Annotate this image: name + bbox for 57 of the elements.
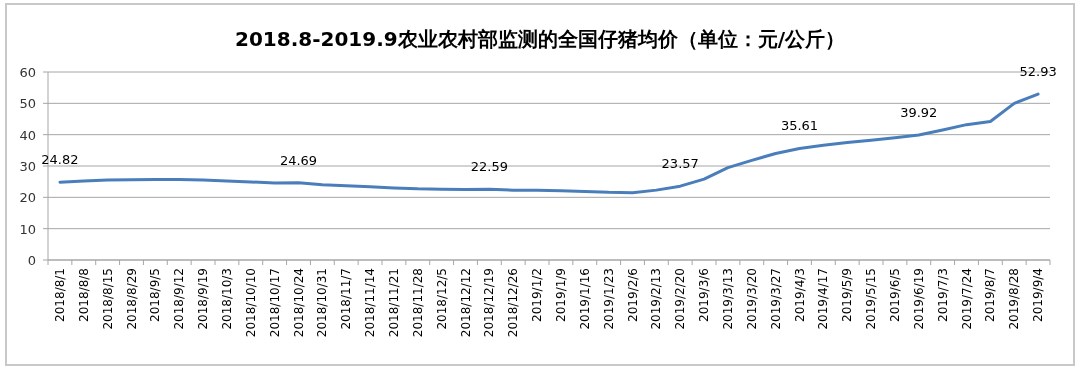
x-tick-label: 2018/8/1 — [52, 268, 67, 322]
x-tick-label: 2018/12/12 — [458, 268, 473, 338]
x-tick-label: 2019/6/5 — [887, 268, 902, 322]
chart-title: 2018.8-2019.9农业农村部监测的全国仔猪均价（单位：元/公斤） — [235, 27, 845, 51]
x-tick-label: 2019/2/6 — [625, 268, 640, 322]
x-tick-label: 2018/8/29 — [124, 268, 139, 330]
x-tick-label: 2018/11/14 — [363, 268, 378, 338]
x-tick-label: 2018/10/24 — [291, 268, 306, 338]
x-tick-label: 2019/2/13 — [649, 268, 664, 330]
x-tick-label: 2018/12/19 — [482, 268, 497, 338]
data-label: 22.59 — [470, 159, 508, 175]
y-tick-label: 40 — [19, 127, 36, 143]
x-tick-label: 2018/12/5 — [434, 268, 449, 330]
x-tick-label: 2019/1/16 — [577, 268, 592, 330]
x-tick-label: 2019/3/13 — [720, 268, 735, 330]
x-tick-label: 2018/11/7 — [339, 268, 354, 330]
x-tick-label: 2019/4/3 — [792, 268, 807, 322]
x-tick-label: 2018/10/3 — [219, 268, 234, 330]
data-label: 52.93 — [1019, 64, 1057, 80]
y-tick-label: 10 — [19, 221, 36, 237]
x-tick-label: 2019/3/20 — [744, 268, 759, 330]
x-tick-label: 2018/10/17 — [267, 268, 282, 338]
x-tick-label: 2019/8/7 — [983, 268, 998, 322]
data-label: 35.61 — [780, 118, 819, 134]
x-tick-label: 2019/1/2 — [530, 268, 545, 322]
x-tick-label: 2019/7/3 — [935, 268, 950, 322]
x-tick-label: 2019/5/9 — [840, 268, 855, 322]
x-tick-label: 2019/1/9 — [553, 268, 568, 322]
x-tick-label: 2018/11/21 — [386, 268, 401, 338]
y-tick-label: 60 — [19, 65, 36, 80]
y-tick-label: 50 — [19, 96, 36, 112]
x-tick-label: 2018/8/15 — [100, 268, 115, 330]
x-tick-label: 2019/8/28 — [1007, 268, 1022, 330]
x-tick-label: 2019/9/4 — [1031, 268, 1046, 322]
x-tick-label: 2019/1/23 — [601, 268, 616, 330]
x-tick-label: 2019/5/15 — [864, 268, 879, 330]
y-tick-label: 20 — [19, 190, 36, 206]
x-tick-label: 2018/9/19 — [196, 268, 211, 330]
x-tick-label: 2019/2/20 — [673, 268, 688, 330]
data-label: 24.69 — [279, 152, 318, 168]
y-tick-label: 30 — [19, 159, 36, 174]
x-tick-label: 2019/3/6 — [697, 268, 712, 322]
data-label: 24.82 — [41, 152, 79, 168]
x-tick-label: 2019/4/17 — [816, 268, 831, 330]
x-tick-label: 2018/8/8 — [76, 268, 91, 322]
data-label: 39.92 — [900, 104, 938, 120]
x-tick-label: 2018/10/31 — [315, 268, 330, 338]
y-tick-label: 0 — [27, 253, 36, 268]
x-tick-label: 2019/7/24 — [959, 268, 974, 330]
x-tick-label: 2018/9/5 — [148, 268, 163, 322]
x-tick-label: 2019/3/27 — [768, 268, 783, 330]
x-tick-label: 2018/11/28 — [410, 268, 425, 338]
x-tick-label: 2018/9/12 — [172, 268, 187, 330]
x-tick-label: 2019/6/19 — [911, 268, 926, 330]
x-tick-label: 2018/12/26 — [506, 268, 521, 338]
x-tick-label: 2018/10/10 — [243, 268, 258, 338]
data-label: 23.57 — [661, 156, 699, 172]
